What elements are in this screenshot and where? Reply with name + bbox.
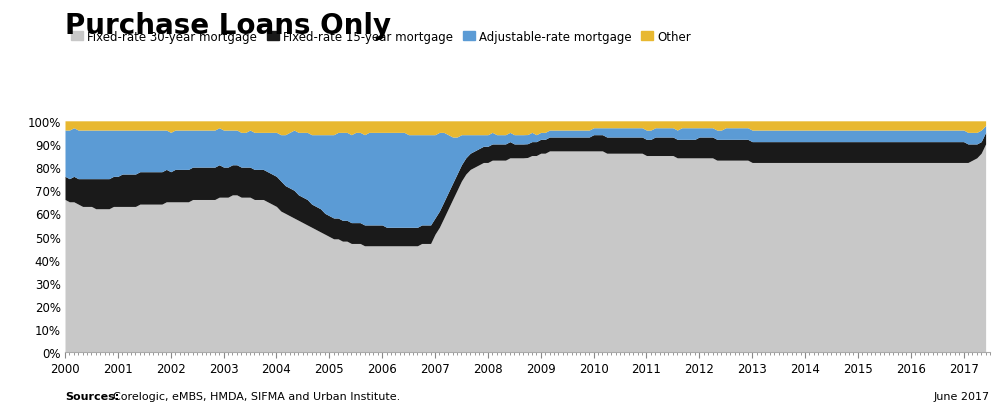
Text: Purchase Loans Only: Purchase Loans Only (65, 12, 391, 40)
Text: Sources:: Sources: (65, 391, 119, 401)
Text: Corelogic, eMBS, HMDA, SIFMA and Urban Institute.: Corelogic, eMBS, HMDA, SIFMA and Urban I… (113, 391, 400, 401)
Text: June 2017: June 2017 (934, 391, 990, 401)
Legend: Fixed-rate 30-year mortgage, Fixed-rate 15-year mortgage, Adjustable-rate mortga: Fixed-rate 30-year mortgage, Fixed-rate … (71, 30, 692, 43)
